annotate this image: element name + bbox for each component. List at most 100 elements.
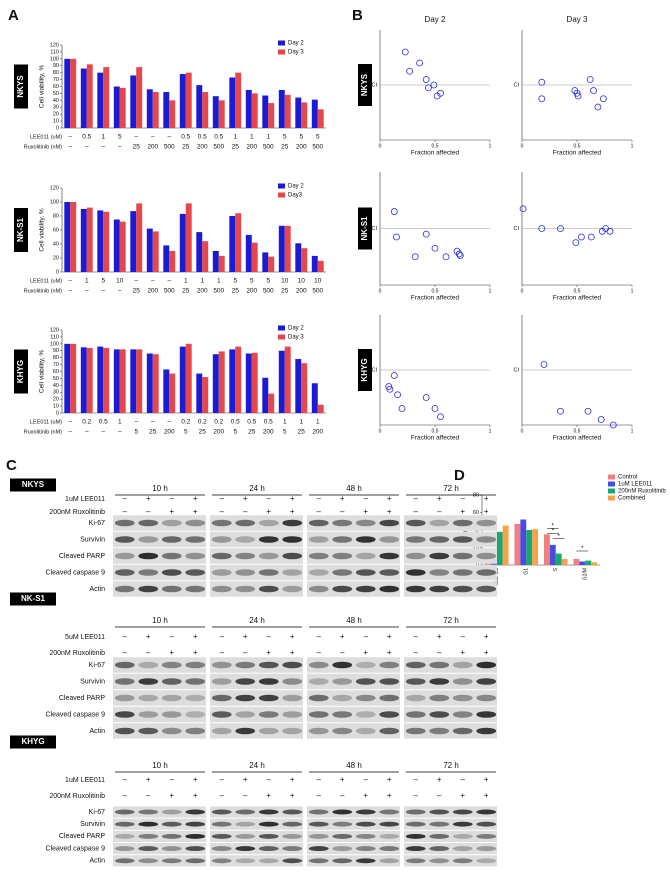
y-tick-label: 50 bbox=[53, 91, 59, 97]
blot-band bbox=[258, 536, 279, 543]
blot-band bbox=[355, 519, 376, 527]
treatment-sign: – bbox=[317, 648, 322, 657]
x-tick-label: 0.5 bbox=[82, 134, 91, 141]
legend-swatch bbox=[278, 40, 285, 46]
blot-band bbox=[405, 536, 426, 543]
treatment-sign: + bbox=[340, 632, 345, 641]
significance-mark: * bbox=[581, 545, 584, 552]
y-axis-label: Cell viability, % bbox=[39, 350, 46, 393]
blot-band bbox=[282, 833, 303, 839]
blot-strip bbox=[307, 706, 400, 723]
y-tick-label: 40 bbox=[53, 98, 59, 104]
blot-band bbox=[379, 711, 400, 718]
x-tick-label: 25 bbox=[298, 429, 306, 436]
legend-swatch bbox=[278, 334, 285, 340]
y-axis-label: Cell viability, % bbox=[39, 208, 46, 251]
treatment-sign: – bbox=[340, 791, 345, 800]
blot-band bbox=[429, 833, 450, 839]
blot-band bbox=[114, 536, 135, 543]
treatment-sign: – bbox=[317, 632, 322, 641]
bar bbox=[579, 561, 586, 565]
legend-swatch bbox=[608, 488, 615, 494]
blot-band bbox=[379, 585, 400, 593]
x-tick-label: – bbox=[134, 134, 138, 141]
bar bbox=[278, 89, 285, 128]
bar bbox=[245, 353, 252, 413]
y-tick-label: 10 bbox=[53, 119, 59, 125]
x-tick-label: – bbox=[134, 419, 138, 426]
treatment-sign: + bbox=[193, 507, 198, 516]
bar bbox=[317, 404, 324, 413]
blot-band bbox=[185, 678, 206, 685]
x-tick-label: 0.5 bbox=[432, 143, 439, 149]
bar bbox=[169, 251, 176, 272]
bar bbox=[97, 346, 104, 413]
x-row-label: Ruxolitinib (nM) bbox=[24, 288, 62, 294]
bar bbox=[235, 346, 242, 413]
blot-band bbox=[429, 858, 450, 864]
x-tick-label: 1 bbox=[217, 278, 221, 285]
data-point bbox=[597, 416, 605, 423]
blot-strip bbox=[404, 515, 497, 531]
blot-band bbox=[211, 858, 232, 864]
blot-band bbox=[476, 569, 497, 576]
blot-strip bbox=[113, 723, 206, 739]
blot-band bbox=[138, 552, 159, 560]
blot-band bbox=[332, 711, 353, 718]
treatment-sign: – bbox=[243, 791, 248, 800]
treatment-sign: + bbox=[484, 648, 489, 657]
bar bbox=[532, 529, 539, 565]
x-tick-label: 5 bbox=[283, 134, 287, 141]
x-tick-label: 25 bbox=[248, 429, 256, 436]
data-point bbox=[584, 407, 592, 415]
blot-band bbox=[211, 833, 232, 839]
blot-band bbox=[452, 585, 473, 593]
blot-band bbox=[282, 846, 303, 852]
blot-band bbox=[332, 833, 353, 839]
x-tick-label: 1 bbox=[266, 134, 270, 141]
blot-band bbox=[138, 661, 159, 669]
bar bbox=[284, 225, 291, 272]
treatment-sign: + bbox=[363, 507, 368, 516]
bar bbox=[146, 89, 153, 128]
panel-label: B bbox=[352, 7, 363, 24]
blot-band bbox=[185, 846, 206, 852]
treatment-sign: – bbox=[461, 494, 466, 503]
blot-band bbox=[235, 519, 256, 527]
treatment-sign: – bbox=[340, 507, 345, 516]
blot-band bbox=[405, 711, 426, 718]
cell-line-box bbox=[14, 349, 28, 394]
blot-band bbox=[405, 585, 426, 593]
bar bbox=[97, 210, 104, 272]
blot-band bbox=[429, 536, 450, 543]
data-point bbox=[538, 225, 546, 232]
treatment-sign: – bbox=[220, 791, 225, 800]
treatment-sign: – bbox=[123, 507, 128, 516]
x-tick-label: – bbox=[85, 144, 89, 151]
treatment-sign: + bbox=[146, 775, 151, 784]
treatment-sign: + bbox=[460, 648, 465, 657]
x-tick-label: 0 bbox=[521, 143, 524, 149]
bar bbox=[295, 97, 302, 128]
bar bbox=[80, 209, 87, 272]
bar bbox=[295, 243, 302, 272]
blot-band bbox=[452, 536, 473, 543]
data-point bbox=[456, 252, 464, 260]
blot-strip bbox=[113, 830, 206, 842]
blot-band bbox=[138, 519, 159, 527]
blot-band bbox=[211, 727, 232, 735]
legend-label: Day3 bbox=[288, 193, 303, 199]
treatment-sign: – bbox=[243, 648, 248, 657]
bar bbox=[268, 256, 275, 272]
bar bbox=[229, 349, 236, 413]
blot-band bbox=[211, 661, 232, 669]
legend-swatch bbox=[608, 481, 615, 487]
x-tick-label: – bbox=[68, 278, 72, 285]
blot-band bbox=[476, 552, 497, 560]
blot-band bbox=[114, 519, 135, 527]
y-tick-label: CI bbox=[514, 367, 520, 373]
blot-band bbox=[211, 519, 232, 527]
blot-band bbox=[379, 727, 400, 735]
blot-band bbox=[258, 519, 279, 527]
protein-label: Actin bbox=[89, 858, 105, 865]
